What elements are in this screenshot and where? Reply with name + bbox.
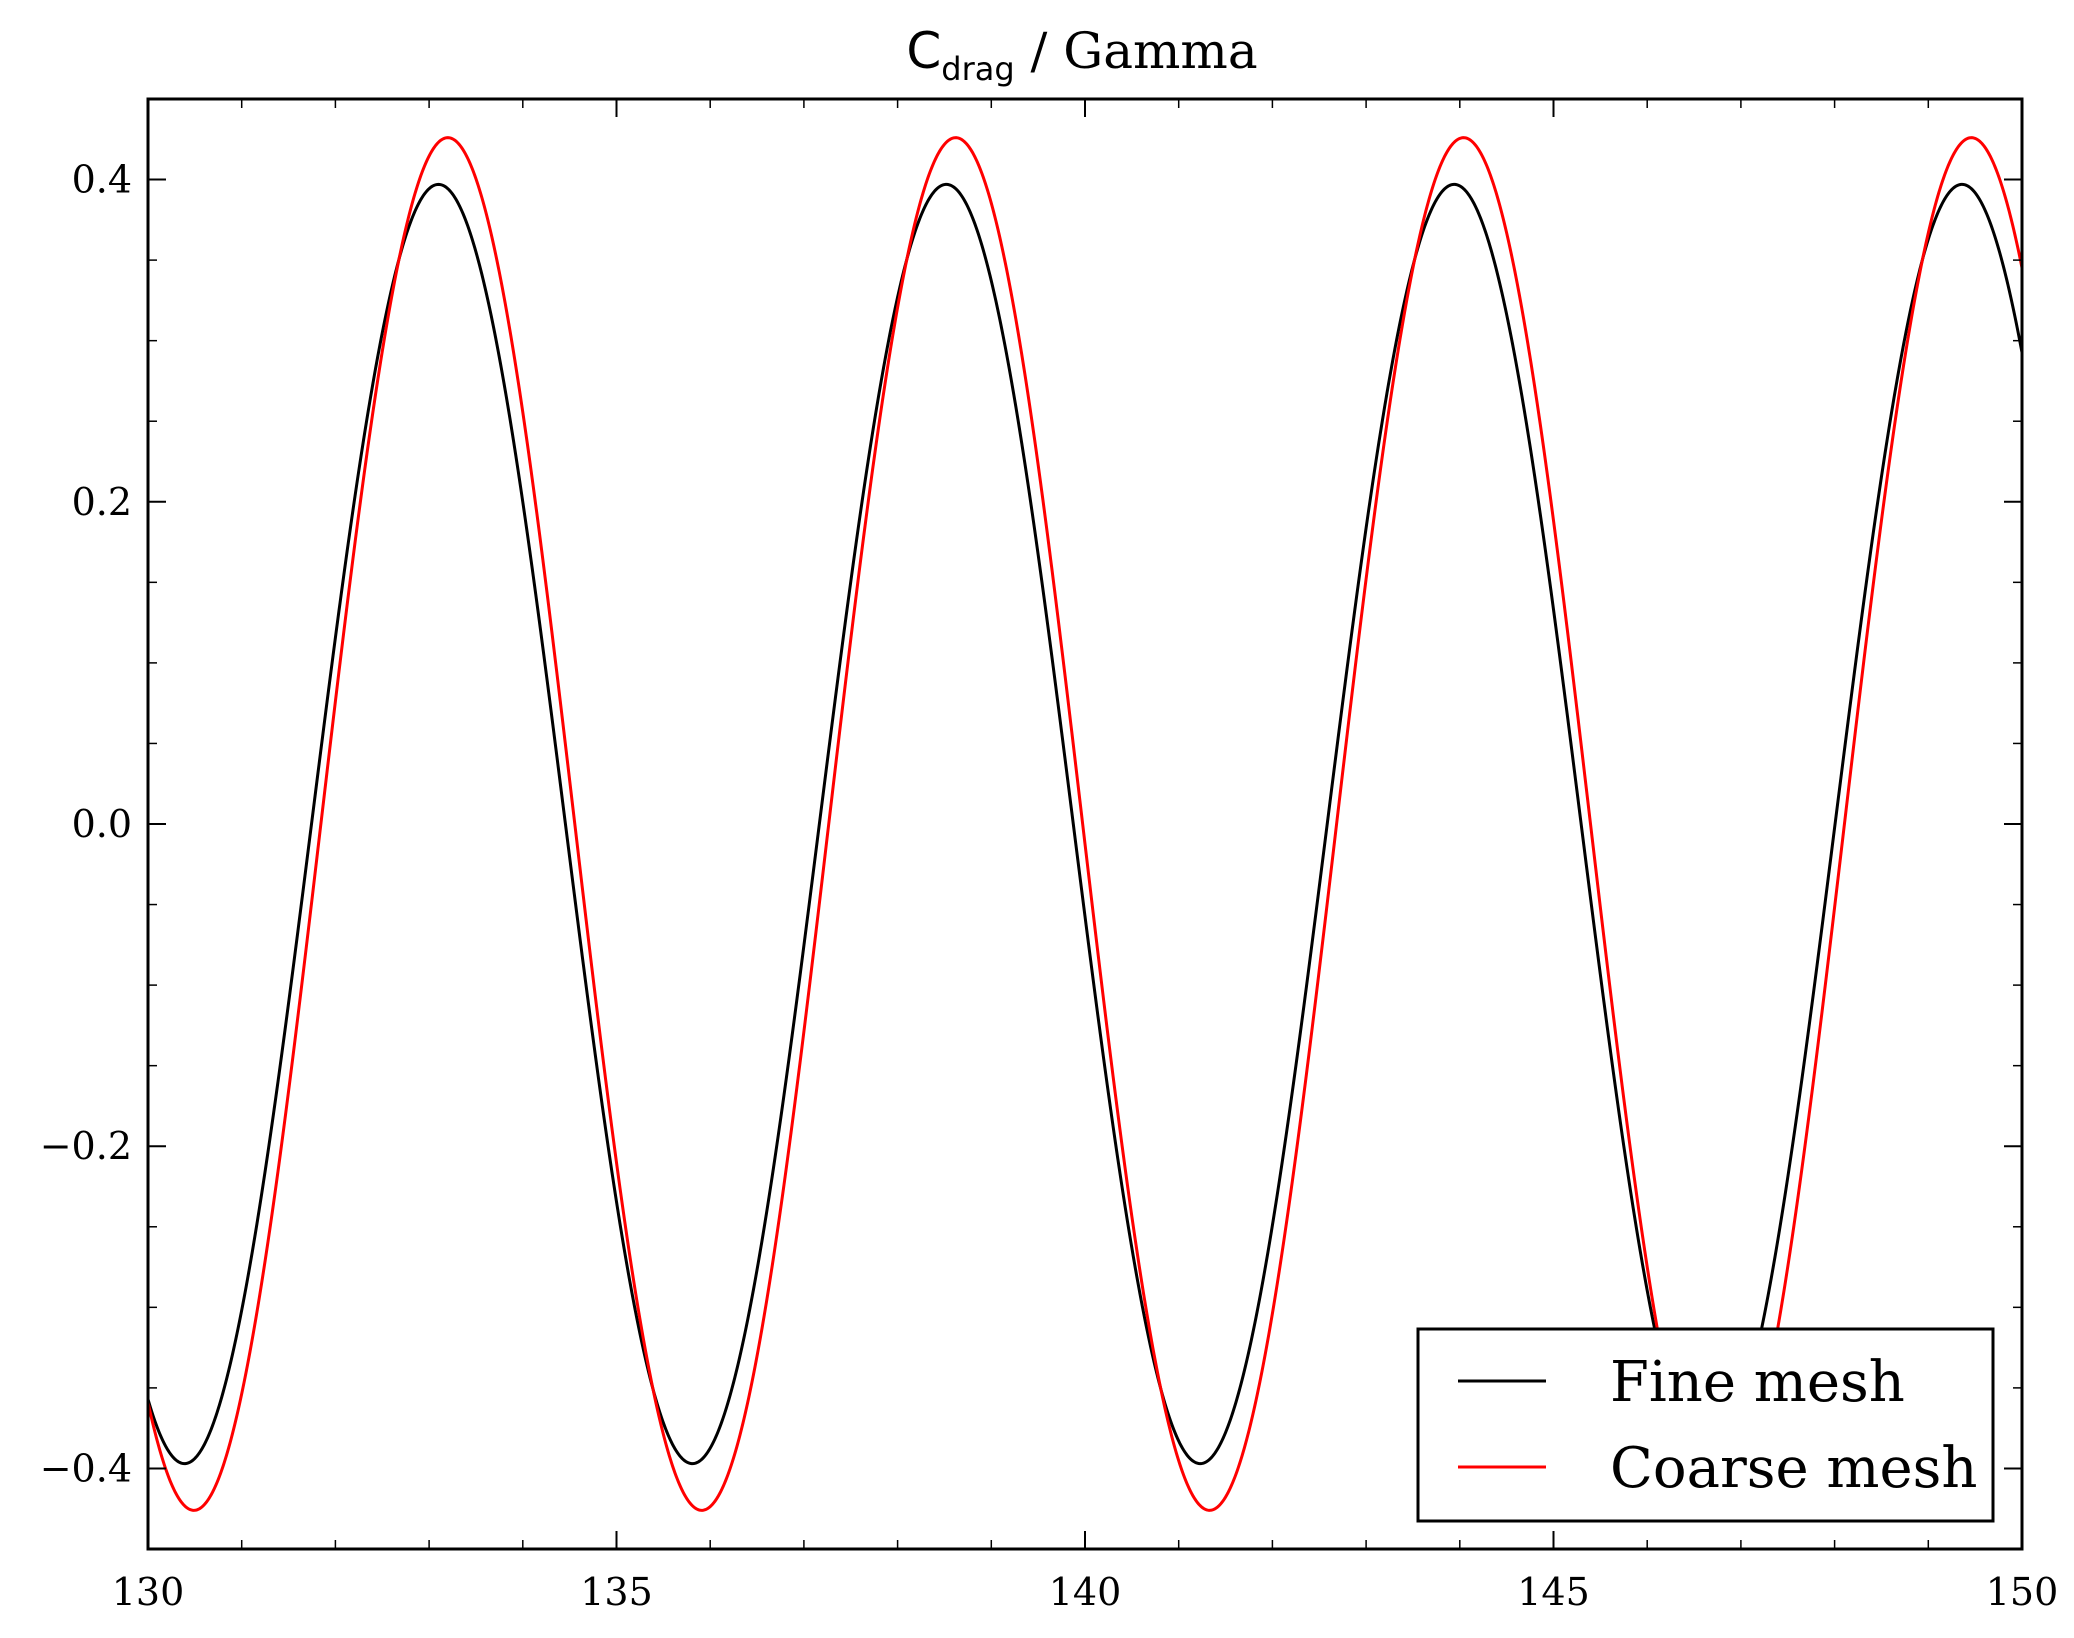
chart-title-text: / Gamma xyxy=(1015,22,1258,80)
x-tick-label: 135 xyxy=(580,1570,653,1614)
x-tick-label: 150 xyxy=(1986,1570,2059,1614)
x-tick-label: 130 xyxy=(112,1570,185,1614)
x-tick-label: 145 xyxy=(1517,1570,1590,1614)
x-tick-label: 140 xyxy=(1049,1570,1122,1614)
legend: Fine mesh Coarse mesh xyxy=(1416,1327,1995,1523)
y-tick-label: 0.0 xyxy=(72,802,132,846)
chart-title-symbol: C xyxy=(906,22,941,80)
y-tick-label: −0.2 xyxy=(40,1124,132,1168)
series-line-1 xyxy=(148,182,2022,1466)
axes: 130 135 140 145 150 −0.4 −0.2 0.0 0.2 0.4 xyxy=(40,97,2059,1614)
legend-label-2: Coarse mesh xyxy=(1610,1436,1977,1501)
y-tick-label: 0.2 xyxy=(72,480,132,524)
plot-area xyxy=(148,136,2022,1512)
series-line-2 xyxy=(148,136,2022,1512)
chart-title: Cdrag / Gamma xyxy=(906,22,1257,88)
legend-label-1: Fine mesh xyxy=(1610,1350,1905,1415)
chart-title-subscript: drag xyxy=(941,50,1014,88)
legend-box xyxy=(1416,1327,1995,1523)
y-tick-label: −0.4 xyxy=(40,1446,132,1490)
y-tick-label: 0.4 xyxy=(72,158,132,202)
